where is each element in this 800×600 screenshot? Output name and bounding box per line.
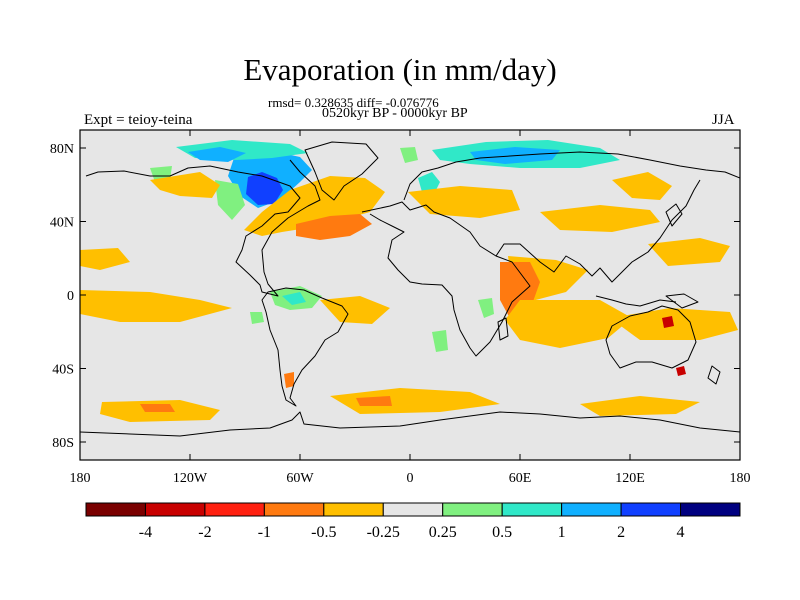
colorbar-label: 0.25 [429, 524, 457, 541]
anomaly-patch-dark-orange-southern-ocean [140, 404, 175, 412]
period-label: 0520kyr BP - 0000kyr BP [322, 106, 468, 121]
colorbar-swatch [204, 502, 265, 517]
coastline-antarctica [80, 411, 740, 437]
anomaly-patch-orange-europe [408, 186, 520, 218]
colorbar-swatch [382, 502, 444, 517]
colorbar-label: 4 [677, 524, 685, 541]
anomaly-patch-orange-ne-pacific [80, 248, 130, 270]
colorbar-swatch [263, 502, 325, 517]
coastline-north-america [85, 159, 321, 297]
anomaly-patch-orange-australia [610, 308, 738, 340]
coastline-greenland [304, 141, 379, 201]
colorbar-label: -4 [139, 524, 152, 541]
coastline-indonesia [595, 295, 677, 307]
x-tick-label: 60E [509, 471, 532, 486]
anomaly-patch-green-canada [215, 180, 245, 220]
map-title: Evaporation (in mm/day) [243, 52, 557, 87]
anomaly-patch-orange-south-atlantic [320, 296, 390, 324]
anomaly-patch-dark-orange-south-pacific-2 [356, 396, 392, 406]
coastline-africa-eurasia [361, 201, 531, 357]
x-tick-label: 60W [286, 471, 314, 486]
y-tick-label: 80S [52, 436, 74, 451]
colorbar-swatch [680, 502, 741, 517]
y-tick-label: 80N [50, 142, 74, 157]
coastlines [80, 141, 740, 437]
colorbar-swatch [323, 502, 384, 517]
y-tick-label: 0 [67, 289, 74, 304]
anomaly-patch-orange-southern-ocean-3 [580, 396, 700, 416]
anomaly-patch-orange-east-pacific [80, 290, 232, 322]
colorbar-swatch [442, 502, 503, 517]
anomaly-patch-arctic-canada-blue [188, 147, 246, 162]
coastline-madagascar [497, 317, 509, 341]
colorbar-label: 1 [558, 524, 566, 541]
anomaly-patch-orange-north-america [150, 172, 220, 198]
stats-line: rmsd= 0.328635 diff= -0.076776 [268, 95, 439, 110]
x-tick-label: 0 [407, 471, 414, 486]
anomaly-patch-orange-nw-pacific [648, 238, 730, 266]
anomaly-patch-orange-asia [540, 205, 660, 232]
anomaly-patch-orange-southern-ocean-2 [330, 388, 500, 414]
x-tick-label: 120E [615, 471, 645, 486]
evaporation-field [80, 140, 738, 422]
colorbar-label: 0.5 [492, 524, 512, 541]
anomaly-patch-green-south-atlantic [432, 330, 448, 352]
colorbar-swatch [85, 502, 146, 517]
colorbar-label: 2 [617, 524, 625, 541]
colorbar-swatch [620, 502, 682, 517]
x-tick-label: 180 [70, 471, 91, 486]
anomaly-patch-green-n-europe [400, 147, 418, 163]
anomaly-patch-green-south-america [250, 312, 264, 324]
coastline-new-zealand [707, 365, 721, 385]
colorbar-label: -0.5 [311, 524, 336, 541]
anomaly-patch-cyan-tropical-atlantic [282, 292, 306, 305]
y-tick-label: 40S [52, 363, 74, 378]
coastline-eurasia-north [403, 151, 740, 201]
coastline-new-guinea [665, 293, 699, 309]
x-tick-label: 180 [730, 471, 751, 486]
colorbar: -4 -2 -1 -0.5 -0.25 0.25 0.5 1 2 4 [85, 502, 741, 541]
anomaly-patch-orange-indian-ocean [505, 300, 632, 348]
y-tick-label: 40N [50, 216, 74, 231]
experiment-label: Expt = teioy-teina [84, 112, 193, 128]
coastline-south-america [261, 287, 349, 407]
anomaly-patch-orange-east-asia [612, 172, 672, 200]
coastline-australia [605, 305, 697, 369]
coastline-asia-south [495, 179, 701, 283]
coastline-japan [665, 203, 683, 227]
anomaly-patch-red-australia [662, 316, 674, 328]
x-tick-label: 120W [173, 471, 208, 486]
colorbar-swatch [501, 502, 563, 517]
anomaly-patch-orange-patagonia [284, 372, 294, 388]
season-label: JJA [712, 112, 735, 128]
colorbar-label: -1 [258, 524, 271, 541]
colorbar-label: -2 [198, 524, 211, 541]
map-ticks: 180 120W 60W 0 60E 120E 180 80N 40N 0 40S 80S [50, 130, 751, 486]
colorbar-swatch [144, 502, 206, 517]
anomaly-patch-dark-orange-north-atlantic [296, 214, 372, 240]
colorbar-swatch [561, 502, 622, 517]
anomaly-patch-red-tasmania [676, 366, 686, 376]
anomaly-patch-green-mozambique [478, 298, 494, 318]
anomaly-patch-orange-north-atlantic [244, 176, 385, 236]
colorbar-label: -0.25 [367, 524, 400, 541]
